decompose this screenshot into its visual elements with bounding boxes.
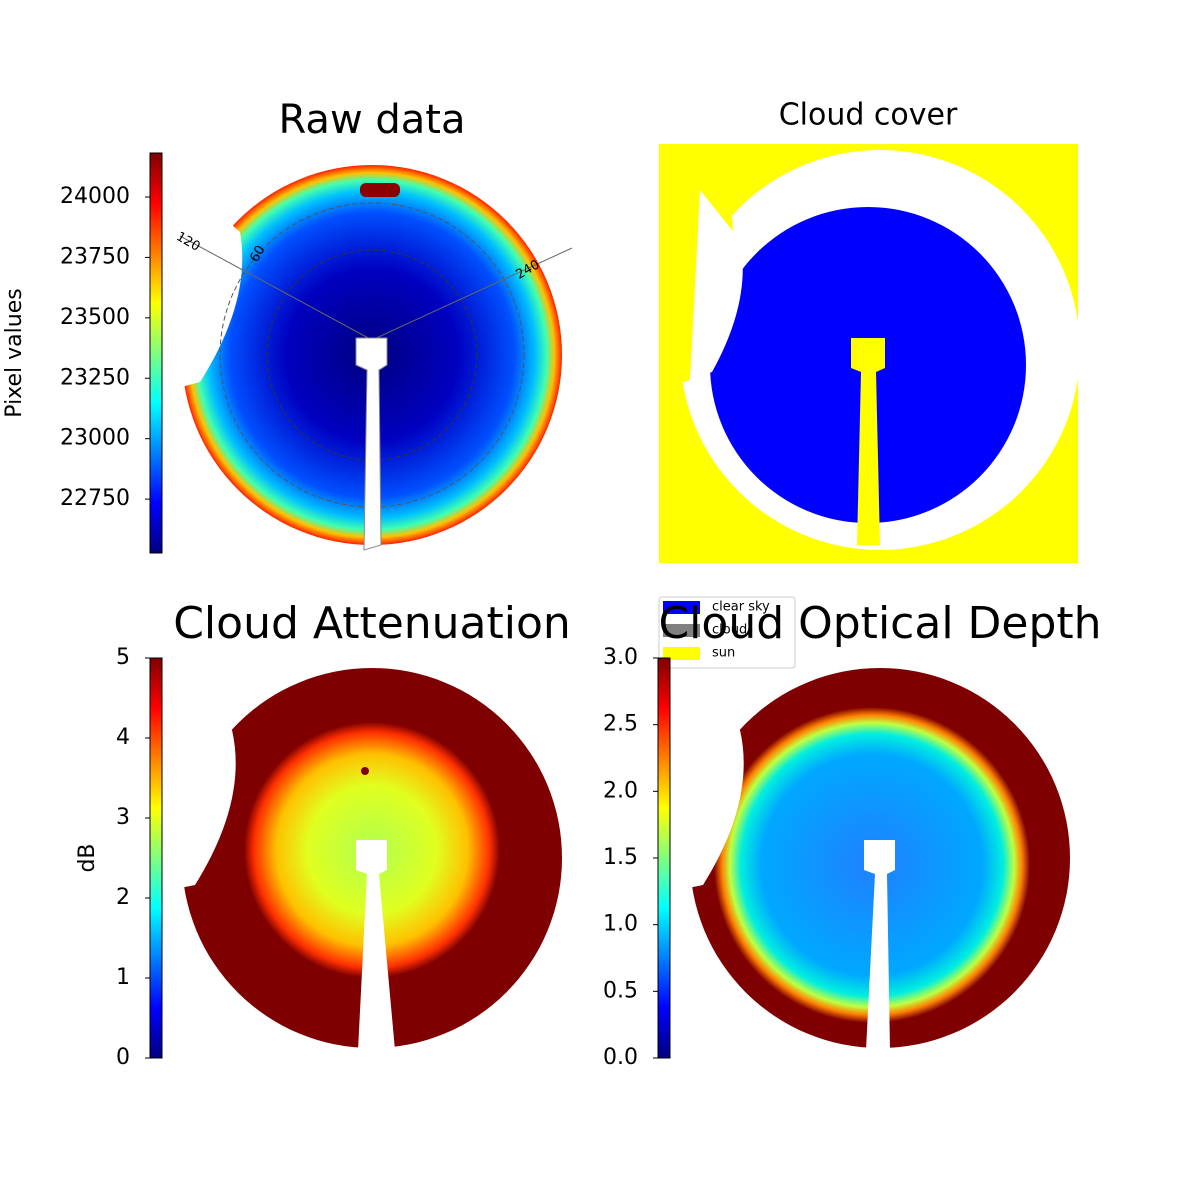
colorbar-tick-label: 23250 (60, 365, 130, 390)
colorbar-tick-label: 23500 (60, 305, 130, 330)
colorbar-tick-label: 2.0 (603, 778, 638, 803)
raw-image (170, 165, 573, 551)
legend-label: clear sky (712, 600, 770, 615)
legend-swatch (663, 647, 700, 660)
colorbar-tick-label: 2 (116, 885, 130, 910)
chart-title: Cloud Optical Depth (658, 598, 1101, 649)
optical-depth-image (678, 668, 1070, 1050)
colorbar-tick-label: 22750 (60, 486, 130, 511)
legend-label: cloud (712, 623, 747, 638)
colorbar-tick-label: 0.0 (603, 1045, 638, 1070)
colorbar-label: Pixel values (2, 288, 27, 417)
colorbar-tick-label: 1.5 (603, 845, 638, 870)
colorbar-tick-label: 3.0 (603, 645, 638, 670)
polar-label: 60 (247, 243, 268, 265)
colorbar-tick-label: 4 (116, 725, 130, 750)
cloud-cover-image (659, 144, 1080, 563)
chart-title: Cloud Attenuation (173, 598, 571, 649)
colorbar-tick-label: 23000 (60, 426, 130, 451)
chart-title: Raw data (279, 97, 466, 143)
colorbar-label: dB (75, 843, 100, 872)
legend: clear sky cloud sun (658, 596, 796, 669)
colorbar-tick-label: 1.0 (603, 912, 638, 937)
attenuation-image (170, 668, 562, 1050)
colorbar-tick-label: 24000 (60, 184, 130, 209)
colorbar-tick-label: 3 (116, 805, 130, 830)
colorbar-tick-label: 0.5 (603, 978, 638, 1003)
colorbar-tick-label: 0 (116, 1045, 130, 1070)
colorbar-tick-label: 5 (116, 645, 130, 670)
chart-title: Cloud cover (779, 98, 958, 133)
colorbar-tick-label: 1 (116, 965, 130, 990)
legend-label: sun (712, 646, 735, 661)
colorbar (657, 657, 671, 1059)
colorbar-tick-label: 23750 (60, 244, 130, 269)
legend-swatch (663, 601, 700, 614)
colorbar (149, 657, 163, 1059)
colorbar-tick-label: 2.5 (603, 712, 638, 737)
colorbar (149, 152, 163, 554)
legend-swatch (663, 624, 700, 637)
